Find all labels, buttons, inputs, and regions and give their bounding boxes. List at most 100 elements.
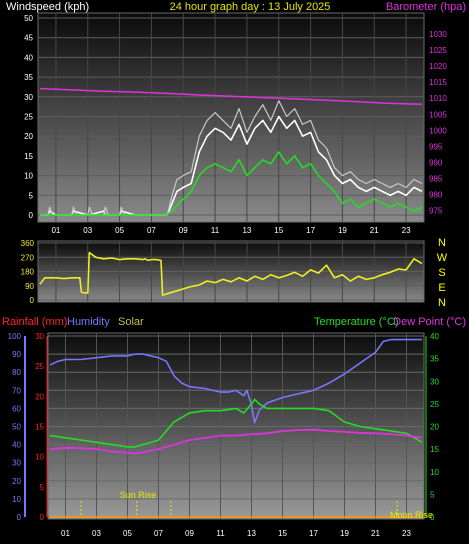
windspeed-tick-label: 35: [24, 73, 33, 82]
windspeed-tick-label: 40: [24, 53, 33, 62]
rainfall-tick-label: 25: [35, 362, 44, 371]
solar-axis-title: Solar: [118, 316, 144, 328]
wind-hour-tick-label: 13: [242, 226, 251, 235]
wind-hour-tick-label: 21: [370, 226, 379, 235]
temperature-tick-label: 10: [430, 468, 439, 477]
barometer-tick-label: 1000: [429, 126, 447, 135]
humidity-tick-label: 20: [12, 477, 21, 486]
axes-layer: 0510152025303540455097598098599099510001…: [8, 14, 448, 538]
wind-hour-tick-label: 05: [115, 226, 124, 235]
temperature-tick-label: 20: [430, 423, 439, 432]
humidity-tick-label: 80: [12, 368, 21, 377]
temperature-hour-tick-label: 15: [278, 529, 287, 538]
windspeed-tick-label: 10: [24, 172, 33, 181]
direction-tick-label: 180: [21, 268, 35, 277]
temperature-hour-tick-label: 11: [216, 529, 225, 538]
temperature-hour-tick-label: 03: [92, 529, 101, 538]
direction-tick-label: 270: [21, 253, 35, 262]
humidity-tick-label: 60: [12, 404, 21, 413]
compass-label-n-bottom: N: [438, 297, 446, 309]
compass-labels: N W S E N: [437, 237, 448, 309]
barometer-tick-label: 1010: [429, 94, 447, 103]
direction-tick-label: 0: [30, 296, 35, 305]
dewpoint-axis-title: Dew Point (°C): [393, 316, 466, 328]
temperature-hour-tick-label: 17: [309, 529, 318, 538]
barometer-tick-label: 985: [429, 174, 443, 183]
rainfall-tick-label: 20: [35, 392, 44, 401]
barometer-tick-label: 1030: [429, 30, 447, 39]
humidity-tick-label: 40: [12, 441, 21, 450]
markers-layer: [80, 501, 398, 517]
rainfall-tick-label: 5: [40, 483, 45, 492]
rainfall-tick-label: 30: [35, 332, 44, 341]
windspeed-tick-label: 45: [24, 34, 33, 43]
rainfall-tick-label: 15: [35, 423, 44, 432]
windspeed-tick-label: 15: [24, 152, 33, 161]
rainfall-tick-label: 0: [40, 513, 45, 522]
humidity-tick-label: 30: [12, 459, 21, 468]
series-humidity: [49, 338, 422, 424]
windspeed-tick-label: 30: [24, 93, 33, 102]
temperature-tick-label: 0: [430, 513, 435, 522]
windspeed-axis-title: Windspeed (kph): [6, 1, 89, 13]
barometer-tick-label: 1020: [429, 62, 447, 71]
series-barometer: [39, 87, 423, 106]
rainfall-axis-title: Rainfall (mm): [2, 316, 67, 328]
temperature-hour-tick-label: 09: [185, 529, 194, 538]
compass-label-n-top: N: [438, 237, 446, 249]
wind-hour-tick-label: 15: [274, 226, 283, 235]
series-direction: [39, 251, 423, 297]
barometer-tick-label: 975: [429, 207, 443, 216]
wind-hour-tick-label: 23: [402, 226, 411, 235]
humidity-tick-label: 100: [8, 332, 22, 341]
temperature-hour-tick-label: 19: [340, 529, 349, 538]
wind-hour-tick-label: 07: [147, 226, 156, 235]
temperature-tick-label: 15: [430, 445, 439, 454]
windspeed-tick-label: 20: [24, 132, 33, 141]
humidity-tick-label: 70: [12, 386, 21, 395]
barometer-tick-label: 1005: [429, 110, 447, 119]
barometer-tick-label: 1025: [429, 46, 447, 55]
humidity-axis-title: Humidity: [67, 316, 110, 328]
series-dew-point: [49, 428, 423, 455]
wind-hour-tick-label: 03: [83, 226, 92, 235]
windspeed-tick-label: 25: [24, 113, 33, 122]
temperature-tick-label: 30: [430, 377, 439, 386]
temperature-tick-label: 25: [430, 400, 439, 409]
barometer-tick-label: 1015: [429, 78, 447, 87]
barometer-tick-label: 995: [429, 142, 443, 151]
wind-hour-tick-label: 17: [306, 226, 315, 235]
series-layer: [39, 87, 423, 518]
humidity-tick-label: 0: [17, 513, 22, 522]
temperature-hour-tick-label: 13: [247, 529, 256, 538]
wind-hour-tick-label: 01: [51, 226, 60, 235]
barometer-tick-label: 990: [429, 158, 443, 167]
temperature-tick-label: 40: [430, 332, 439, 341]
temperature-tick-label: 5: [430, 490, 435, 499]
compass-label-s: S: [438, 267, 445, 279]
wind-panel-background: [37, 12, 425, 223]
series-windspeed: [40, 115, 423, 216]
temperature-hour-tick-label: 01: [61, 529, 70, 538]
temperature-tick-label: 35: [430, 355, 439, 364]
grid-layer: [38, 13, 424, 519]
barometer-tick-label: 980: [429, 191, 443, 200]
series-temperature: [49, 398, 423, 448]
windspeed-tick-label: 50: [24, 14, 33, 23]
wind-hour-tick-label: 11: [211, 226, 220, 235]
compass-label-e: E: [438, 282, 445, 294]
moon-rise-label: Moon Rise: [390, 510, 433, 520]
temperature-hour-tick-label: 23: [402, 529, 411, 538]
humidity-tick-label: 50: [12, 423, 21, 432]
temperature-hour-tick-label: 21: [371, 529, 380, 538]
direction-tick-label: 360: [21, 239, 35, 248]
wind-hour-tick-label: 19: [338, 226, 347, 235]
rainfall-tick-label: 10: [35, 453, 44, 462]
windspeed-tick-label: 5: [29, 191, 34, 200]
humidity-tick-label: 10: [12, 495, 21, 504]
humidity-tick-label: 90: [12, 350, 21, 359]
chart-title: 24 hour graph day : 13 July 2025: [170, 1, 331, 13]
barometer-axis-title: Barometer (hpa): [386, 1, 466, 13]
series-average: [40, 151, 423, 216]
